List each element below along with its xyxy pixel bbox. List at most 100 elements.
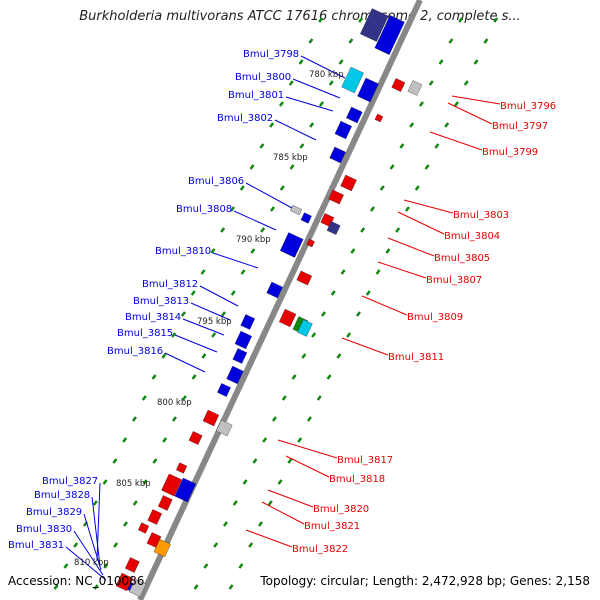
tick-mark — [309, 122, 315, 128]
tick-mark — [242, 479, 248, 485]
leader-line — [429, 131, 483, 151]
gene-label-left: Bmul_3806 — [188, 176, 244, 187]
tick-mark — [259, 143, 265, 149]
tick-mark — [463, 80, 469, 86]
tick-mark — [277, 479, 283, 485]
leader-line — [300, 55, 346, 79]
tick-mark — [336, 353, 342, 359]
tick-mark — [262, 437, 268, 443]
gene-feature — [188, 431, 203, 445]
tick-mark — [229, 206, 235, 212]
tick-mark — [473, 59, 479, 65]
leader-line — [261, 501, 305, 525]
gene-feature — [226, 365, 244, 385]
tick-mark — [193, 584, 199, 590]
tick-mark — [53, 584, 59, 590]
tick-mark — [122, 437, 128, 443]
gene-label-right: Bmul_3809 — [407, 312, 463, 323]
leader-line — [174, 334, 218, 353]
leader-line — [267, 489, 314, 508]
tick-mark — [434, 143, 440, 149]
tick-mark — [73, 542, 79, 548]
gene-label-left: Bmul_3802 — [217, 113, 273, 124]
scale-label: 810 kbp — [74, 558, 109, 568]
gene-feature — [161, 473, 183, 497]
gene-label-left: Bmul_3829 — [26, 507, 82, 518]
tick-mark — [311, 332, 317, 338]
leader-line — [285, 96, 334, 112]
tick-mark — [453, 101, 459, 107]
leader-line — [96, 482, 101, 561]
tick-mark — [418, 101, 424, 107]
tick-mark — [438, 59, 444, 65]
gene-feature — [297, 319, 313, 337]
gene-label-right: Bmul_3807 — [426, 275, 482, 286]
tick-mark — [162, 437, 168, 443]
tick-mark — [257, 521, 263, 527]
gene-label-right: Bmul_3797 — [492, 121, 548, 132]
tick-mark — [249, 164, 255, 170]
gene-feature — [153, 538, 171, 558]
gene-feature — [346, 106, 363, 124]
gene-label-right: Bmul_3817 — [337, 455, 393, 466]
leader-line — [73, 530, 104, 576]
tick-mark — [358, 17, 364, 23]
tick-mark — [330, 290, 336, 296]
tick-mark — [424, 164, 430, 170]
tick-mark — [250, 248, 256, 254]
gene-feature — [129, 578, 147, 598]
leader-line — [387, 237, 435, 257]
gene-feature — [374, 113, 384, 123]
leader-line — [447, 102, 493, 125]
scale-labels: 780 kbp 785 kbp 790 kbp 795 kbp 800 kbp 805 k… — [74, 70, 344, 568]
leader-line — [212, 252, 259, 269]
tick-mark — [448, 38, 454, 44]
tick-mark — [306, 416, 312, 422]
gene-feature — [391, 78, 406, 92]
gene-feature — [157, 495, 173, 511]
leader-line — [277, 439, 338, 459]
tick-mark — [287, 458, 293, 464]
tick-mark — [238, 563, 244, 569]
tick-mark — [458, 17, 464, 23]
scale-label: 790 kbp — [236, 235, 271, 245]
leader-line — [285, 455, 330, 478]
tick-mark — [230, 290, 236, 296]
leader-line — [361, 295, 408, 316]
tick-mark — [389, 164, 395, 170]
gene-label-right: Bmul_3811 — [388, 352, 444, 363]
gene-feature — [290, 204, 302, 216]
gene-feature — [240, 314, 256, 330]
tick-mark — [232, 500, 238, 506]
tick-mark — [103, 563, 109, 569]
tick-mark — [326, 374, 332, 380]
gene-feature — [217, 383, 231, 397]
gene-label-left: Bmul_3798 — [243, 49, 299, 60]
tick-mark — [288, 80, 294, 86]
tick-mark — [222, 521, 228, 527]
tick-mark — [93, 584, 99, 590]
tick-mark — [203, 563, 209, 569]
gene-label-right: Bmul_3818 — [329, 474, 385, 485]
tick-mark — [102, 479, 108, 485]
leader-line — [245, 182, 293, 209]
gene-label-left: Bmul_3813 — [133, 296, 189, 307]
gene-label-left: Bmul_3828 — [34, 490, 90, 501]
gene-label-left: Bmul_3808 — [176, 204, 232, 215]
tick-mark — [260, 227, 266, 233]
tick-mark — [299, 143, 305, 149]
gene-feature — [329, 146, 346, 164]
tick-mark — [271, 416, 277, 422]
label-leaders — [65, 55, 501, 581]
tick-mark — [171, 332, 177, 338]
gene-feature — [300, 212, 312, 224]
gene-label-right: Bmul_3796 — [500, 101, 556, 112]
leader-line — [245, 529, 293, 548]
gene-label-right: Bmul_3804 — [444, 231, 500, 242]
scale-label: 785 kbp — [273, 153, 308, 163]
leader-line — [397, 211, 445, 235]
gene-label-left: Bmul_3816 — [107, 346, 163, 357]
scale-label: 795 kbp — [197, 317, 232, 327]
tick-mark — [228, 584, 234, 590]
tick-mark — [211, 332, 217, 338]
